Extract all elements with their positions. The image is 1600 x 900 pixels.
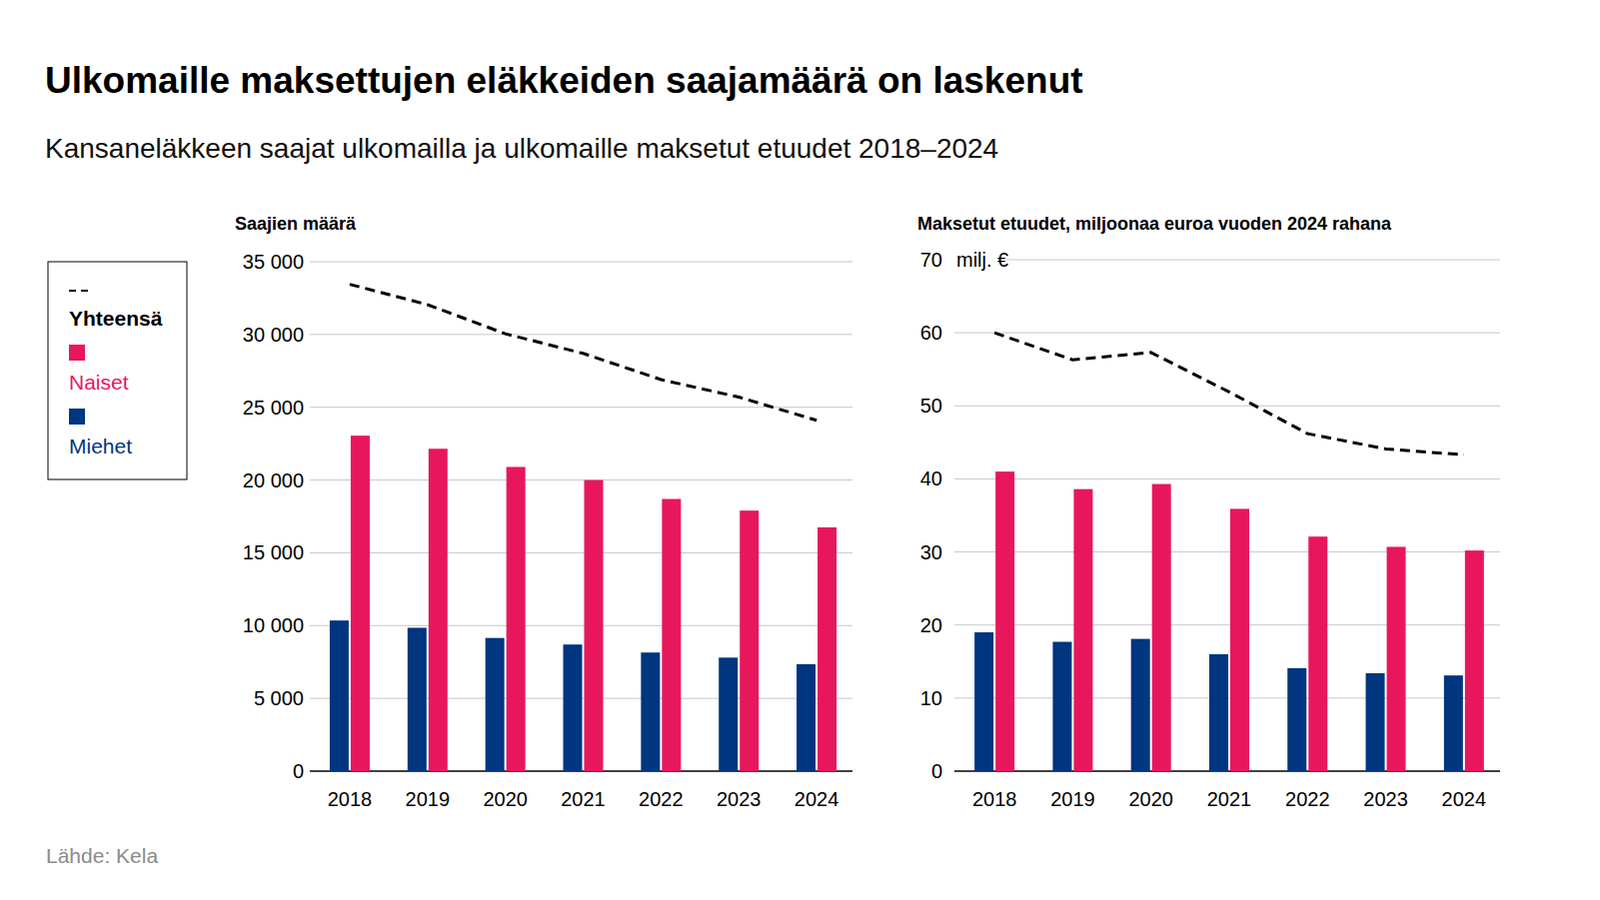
grid-line <box>309 625 853 627</box>
bar <box>350 435 370 772</box>
x-tick-label: 2024 <box>794 788 840 811</box>
panel-title: Maksetut etuudet, miljoonaa euroa vuoden… <box>917 213 1393 234</box>
x-tick-label: 2023 <box>1363 788 1409 811</box>
bar <box>428 448 448 772</box>
bar <box>506 466 526 772</box>
legend: Yhteensä Naiset Miehet <box>47 261 187 480</box>
x-tick-label: 2019 <box>405 788 451 811</box>
tick-label: 10 000 <box>242 614 304 637</box>
tick-label: 30 000 <box>242 323 304 346</box>
bar <box>584 480 604 772</box>
grid-line <box>954 478 1501 480</box>
panel-title: Saajien määrä <box>234 213 357 234</box>
bar <box>1387 546 1407 772</box>
tick-label: 70 <box>920 248 943 271</box>
grid-line <box>1006 259 1501 261</box>
bar <box>1209 654 1229 772</box>
x-tick-label: 2024 <box>1442 788 1488 811</box>
tick-label: 20 000 <box>242 469 304 492</box>
bar <box>1308 536 1328 772</box>
legend-label: Naiset <box>68 370 129 394</box>
bar <box>563 644 583 772</box>
grid-line <box>954 332 1501 334</box>
bar <box>1465 550 1485 772</box>
grid-line <box>954 551 1501 553</box>
x-tick-label: 2020 <box>482 788 528 811</box>
plot-area <box>974 332 1485 772</box>
legend-swatch <box>68 289 88 292</box>
total-line <box>994 332 1465 455</box>
tick-label: 0 <box>292 760 304 783</box>
unit-label: milj. € <box>956 248 1009 271</box>
canvas: Ulkomaille maksettujen eläkkeiden saajam… <box>0 0 1600 900</box>
bar <box>796 664 816 772</box>
source: Lähde: Kela <box>45 844 158 868</box>
legend-label: Yhteensä <box>68 306 163 330</box>
grid-line <box>954 405 1501 407</box>
tick-label: 10 <box>920 687 943 710</box>
grid-line <box>309 261 853 263</box>
root: Ulkomaille maksettujen eläkkeiden saajam… <box>0 0 1600 900</box>
bar <box>974 632 994 772</box>
bar <box>329 620 349 772</box>
bar <box>739 510 759 772</box>
bar <box>1052 642 1072 772</box>
bar <box>485 638 505 772</box>
legend-box <box>47 261 187 480</box>
chart-0: Saajien määrä 0 5 000 10 000 15 000 20 000 25 … <box>47 213 853 811</box>
bar <box>1366 673 1386 772</box>
bar <box>1230 508 1250 772</box>
x-tick-label: 2021 <box>1207 788 1253 811</box>
chart-1: Maksetut etuudet, miljoonaa euroa vuoden… <box>917 213 1501 811</box>
bar <box>995 471 1015 772</box>
grid-line <box>309 333 853 335</box>
x-tick-label: 2020 <box>1128 788 1174 811</box>
tick-label: 20 <box>920 614 943 637</box>
x-tick-label: 2019 <box>1050 788 1096 811</box>
x-tick-label: 2022 <box>1285 788 1331 811</box>
x-tick-label: 2021 <box>560 788 606 811</box>
tick-label: 50 <box>920 394 943 417</box>
subtitle: Kansaneläkkeen saajat ulkomailla ja ulko… <box>44 132 999 164</box>
bar <box>640 652 660 772</box>
bar <box>1287 668 1307 772</box>
bar <box>1073 489 1093 772</box>
total-line <box>349 284 817 421</box>
title: Ulkomaille maksettujen eläkkeiden saajam… <box>44 59 1084 101</box>
x-tick-label: 2023 <box>716 788 762 811</box>
bar <box>1444 675 1464 772</box>
plot-area <box>329 284 837 772</box>
legend-label: Miehet <box>68 434 132 458</box>
bar <box>1152 484 1172 772</box>
grid-line <box>954 624 1501 626</box>
tick-label: 5 000 <box>253 687 304 710</box>
bar <box>718 657 738 772</box>
bar <box>407 627 427 772</box>
tick-label: 30 <box>920 541 943 564</box>
x-tick-label: 2022 <box>638 788 684 811</box>
legend-swatch <box>68 408 85 425</box>
x-tick-label: 2018 <box>327 788 373 811</box>
background <box>0 0 1600 900</box>
tick-label: 60 <box>920 321 943 344</box>
bar <box>1131 639 1151 772</box>
tick-label: 35 000 <box>242 250 304 273</box>
bar <box>817 527 837 772</box>
grid-line <box>309 552 853 554</box>
x-tick-label: 2018 <box>972 788 1018 811</box>
tick-label: 15 000 <box>242 541 304 564</box>
tick-label: 25 000 <box>242 396 304 419</box>
tick-label: 0 <box>931 760 943 783</box>
bar <box>661 499 681 772</box>
grid-line <box>309 479 853 481</box>
tick-label: 40 <box>920 467 943 490</box>
legend-swatch <box>68 344 85 361</box>
